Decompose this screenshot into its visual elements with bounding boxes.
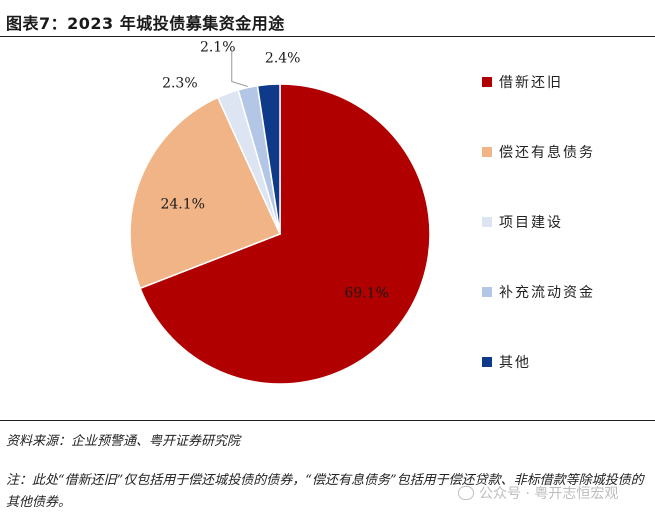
watermark-text: 公众号 · 粤开志恒宏观	[479, 486, 619, 502]
legend-swatch	[482, 357, 492, 367]
legend-swatch	[482, 77, 492, 87]
pie-slice-2	[129, 96, 282, 290]
legend-item-3: 项目建设	[482, 212, 563, 232]
bottom-divider	[0, 420, 655, 421]
chart-title: 图表7：2023 年城投债募集资金用途	[6, 14, 285, 33]
legend-swatch	[482, 217, 492, 227]
slice-value-label-3: 2.3%	[162, 75, 198, 91]
legend-item-1: 借新还旧	[482, 72, 563, 92]
wechat-icon	[458, 486, 474, 500]
slice-value-label-1: 69.1%	[344, 285, 388, 301]
watermark: 公众号 · 粤开志恒宏观	[458, 483, 618, 503]
leader-line-4	[231, 51, 248, 87]
legend-swatch	[482, 287, 492, 297]
legend-label: 项目建设	[499, 215, 563, 231]
pie-slice-1	[139, 83, 431, 385]
legend-swatch	[482, 147, 492, 157]
slice-value-label-5: 2.4%	[265, 50, 301, 66]
footnote: 注：此处“借新还旧”仅包括用于偿还城投债的债券，“偿还有息债务”包括用于偿还贷款…	[6, 473, 644, 510]
slice-value-label-4: 2.1%	[200, 40, 236, 56]
legend-item-4: 补充流动资金	[482, 282, 595, 302]
slice-value-label-2: 24.1%	[160, 196, 204, 212]
legend-item-5: 其他	[482, 352, 531, 372]
pie-slice-5	[256, 83, 281, 235]
legend-item-2: 偿还有息债务	[482, 142, 595, 162]
legend-label: 补充流动资金	[499, 285, 595, 301]
pie-chart: 69.1% 24.1% 2.3% 2.1% 2.4%	[129, 40, 431, 385]
legend-label: 其他	[499, 355, 531, 371]
legend-label: 借新还旧	[499, 75, 563, 91]
source-note: 资料来源：企业预警通、粤开证券研究院	[6, 434, 241, 449]
top-divider	[0, 36, 655, 37]
legend-label: 偿还有息债务	[499, 145, 595, 161]
